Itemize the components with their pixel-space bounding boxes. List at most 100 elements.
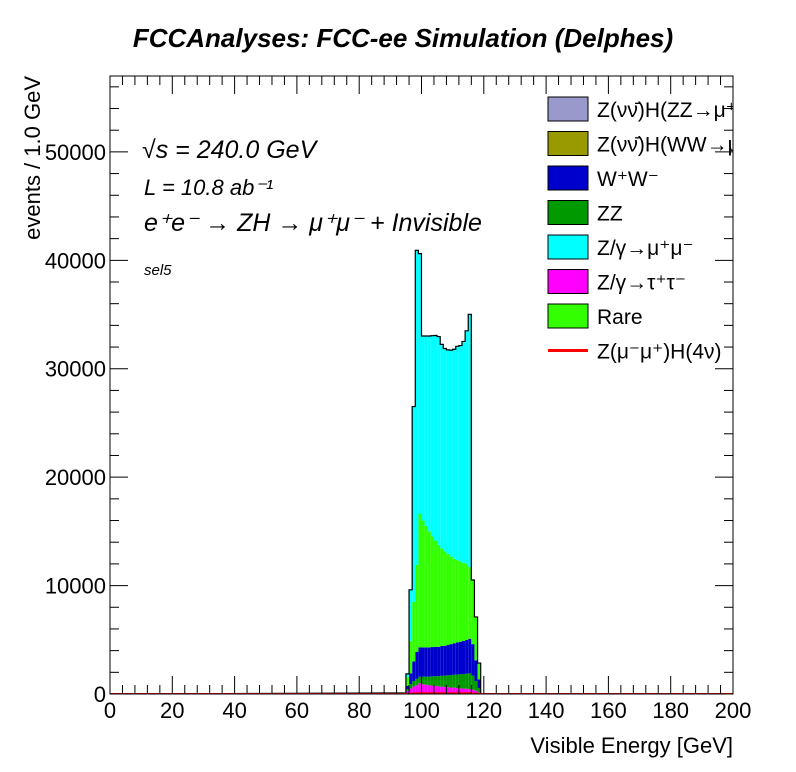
- bar-rare-114: [465, 564, 469, 641]
- bar-zz-117: [474, 680, 478, 691]
- bar-z-97: [412, 686, 416, 694]
- legend-entry: Z/γ→τ⁺τ⁻: [547, 269, 686, 295]
- bar-w-w-113: [461, 640, 466, 674]
- x-tick-label: 100: [403, 698, 440, 723]
- bar-w-w-108: [446, 644, 450, 676]
- bar-rare-115: [468, 567, 472, 639]
- bar-zz-99: [418, 676, 422, 684]
- bar-w-w-116: [471, 644, 475, 676]
- bar-w-w-115: [468, 638, 472, 674]
- bar-z-97: [412, 406, 416, 602]
- bar-z-116: [471, 689, 475, 694]
- legend-swatch: [547, 96, 589, 122]
- bar-rare-117: [474, 617, 478, 661]
- bar-zz-108: [446, 675, 450, 688]
- bar-w-w-110: [452, 643, 456, 675]
- x-tick-label: 120: [465, 698, 502, 723]
- bar-zz-106: [440, 675, 444, 687]
- bar-z-111: [455, 688, 459, 694]
- bar-w-w-100: [421, 647, 425, 677]
- bar-w-w-101: [424, 647, 428, 677]
- bar-z-117: [474, 690, 478, 694]
- bar-zz-110: [452, 674, 456, 688]
- chart-title: FCCAnalyses: FCC-ee Simulation (Delphes): [133, 23, 673, 53]
- bar-rare-96: [409, 640, 413, 674]
- bar-z-100: [421, 684, 425, 694]
- legend-entry: Z(νν̄)H(ZZ→μ⁺μ⁻νν̄): [547, 96, 733, 122]
- bar-zz-97: [412, 680, 416, 687]
- energy-annotation: √s = 240.0 GeV: [142, 136, 319, 164]
- bar-zz-102: [427, 676, 431, 686]
- bar-rare-110: [452, 558, 456, 644]
- bar-z-108: [446, 687, 450, 694]
- bar-z-113: [461, 341, 466, 563]
- x-tick-label: 80: [347, 698, 371, 723]
- y-tick-label: 0: [94, 682, 106, 707]
- bar-z-101: [424, 684, 428, 694]
- bar-rare-99: [418, 514, 422, 648]
- bar-w-w-114: [465, 640, 469, 674]
- selection-annotation: sel5: [144, 262, 172, 279]
- bar-w-w-118: [477, 679, 481, 689]
- bar-rare-116: [471, 580, 475, 645]
- legend-label: W⁺W⁻: [597, 168, 659, 191]
- bar-w-w-105: [437, 646, 441, 677]
- legend-swatch: [547, 131, 589, 156]
- bar-zz-116: [471, 675, 475, 690]
- bar-z-109: [449, 350, 453, 557]
- legend: Z(νν̄)H(ZZ→μ⁺μ⁻νν̄) Z(νν̄)H(WW→μ⁺νμ⁻ν̄) W⁺…: [547, 96, 733, 364]
- bar-z-104: [433, 335, 438, 541]
- bar-z-115: [468, 689, 472, 694]
- series-z-0: [402, 683, 481, 694]
- bar-w-w-104: [433, 646, 438, 677]
- bar-w-w-107: [443, 645, 447, 676]
- bar-z-110: [452, 687, 456, 694]
- bar-rare-118: [477, 663, 481, 680]
- bar-rare-113: [461, 562, 466, 641]
- bar-z-100: [421, 336, 425, 521]
- x-tick-label: 200: [715, 698, 752, 723]
- bar-z-114: [465, 688, 469, 694]
- bar-z-95: [405, 690, 410, 694]
- y-tick-label: 30000: [45, 357, 106, 382]
- bar-zz-118: [477, 688, 481, 693]
- bar-w-w-111: [455, 642, 459, 675]
- legend-label: Z/γ→μ⁺μ⁻: [597, 237, 694, 260]
- legend-entry: W⁺W⁻: [547, 165, 659, 191]
- series-z-4: [405, 250, 472, 678]
- x-tick-label: 140: [528, 698, 565, 723]
- bar-w-w-109: [449, 644, 453, 676]
- bar-zz-101: [424, 676, 428, 685]
- legend-swatch: [547, 303, 589, 329]
- legend-entry: Z(μ⁻μ⁺)H(4ν): [548, 341, 722, 364]
- bar-w-w-112: [458, 641, 462, 675]
- bar-rare-98: [415, 564, 419, 652]
- bar-z-106: [440, 686, 444, 694]
- series-zz-1: [405, 673, 481, 693]
- legend-label: ZZ: [597, 203, 623, 226]
- bar-zz-96: [409, 684, 413, 689]
- bar-zz-100: [421, 676, 425, 685]
- bar-w-w-102: [427, 647, 431, 677]
- bar-zz-104: [433, 676, 438, 686]
- y-axis-label: events / 1.0 GeV: [20, 76, 45, 240]
- x-tick-label: 180: [652, 698, 689, 723]
- y-tick-label: 50000: [45, 140, 106, 165]
- x-tick-label: 160: [590, 698, 627, 723]
- bar-rare-111: [455, 560, 459, 643]
- bar-z-114: [465, 331, 469, 565]
- bar-rare-102: [427, 531, 431, 648]
- bar-zz-111: [455, 674, 459, 689]
- bar-z-107: [443, 686, 447, 694]
- bar-zz-115: [468, 673, 472, 690]
- bar-z-95: [405, 673, 410, 678]
- bar-z-102: [427, 685, 431, 694]
- legend-swatch: [547, 269, 589, 294]
- bar-zz-107: [443, 675, 447, 687]
- bar-z-101: [424, 336, 428, 526]
- legend-label: Z(μ⁻μ⁺)H(4ν): [597, 341, 722, 364]
- process-annotation: e⁺e⁻ → ZH → μ⁺μ⁻ + Invisible: [144, 209, 482, 237]
- luminosity-annotation: L = 10.8 ab⁻¹: [144, 175, 273, 200]
- bar-z-109: [449, 687, 453, 694]
